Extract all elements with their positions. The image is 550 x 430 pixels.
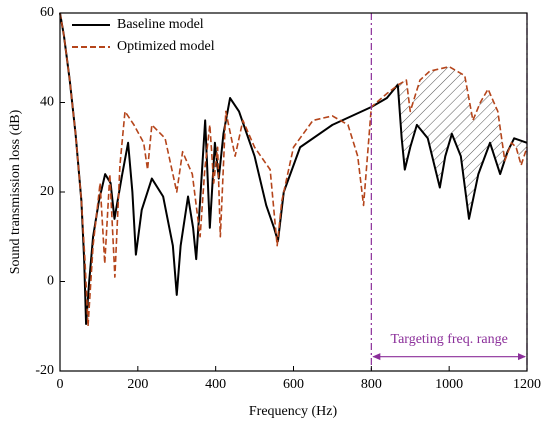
plot-frame xyxy=(59,12,528,372)
y-tick-label: 0 xyxy=(47,274,54,289)
x-tick-label: 0 xyxy=(57,377,64,392)
x-axis-label: Frequency (Hz) xyxy=(249,404,338,419)
x-tick-label: 600 xyxy=(283,377,304,392)
y-tick-label: 20 xyxy=(40,184,54,199)
arrow-head xyxy=(518,353,526,361)
annotation: Targeting freq. range xyxy=(391,332,508,347)
arrow-head xyxy=(372,353,381,361)
legend-label: Optimized model xyxy=(117,39,215,54)
x-tick-label: 200 xyxy=(127,377,148,392)
y-tick-label: -20 xyxy=(35,363,54,378)
x-tick-label: 1200 xyxy=(513,377,541,392)
y-axis-label: Sound transmission loss (dB) xyxy=(8,109,23,274)
series-line xyxy=(59,12,528,328)
x-tick-label: 400 xyxy=(205,377,226,392)
y-tick-label: 60 xyxy=(40,5,54,20)
series-line xyxy=(59,12,528,326)
x-tick-label: 800 xyxy=(361,377,382,392)
x-tick-label: 1000 xyxy=(435,377,463,392)
y-tick-label: 40 xyxy=(40,95,54,110)
legend-label: Baseline model xyxy=(117,17,204,32)
